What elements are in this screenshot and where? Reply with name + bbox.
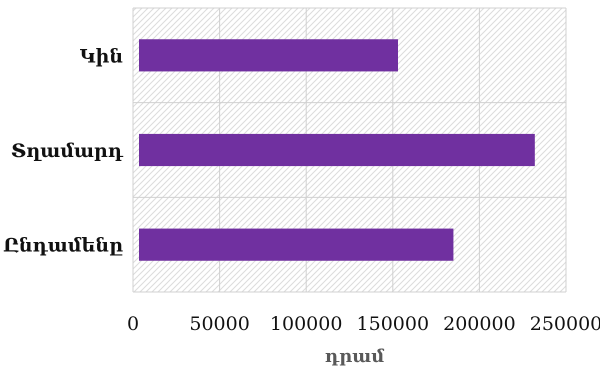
x-tick-label: 100000 <box>270 313 343 335</box>
bar <box>139 228 454 261</box>
category-label: Կին <box>80 45 123 67</box>
x-tick-label: 250000 <box>530 313 600 335</box>
bar <box>139 133 535 167</box>
x-tick-label: 150000 <box>357 313 430 335</box>
category-label: Ընդամենը <box>3 235 123 257</box>
x-tick-labels: 0 50000 100000 150000 200000 250000 <box>127 313 600 335</box>
bars <box>139 39 535 261</box>
x-axis-title: դրամ <box>325 346 384 367</box>
bar <box>139 39 398 72</box>
x-tick-label: 200000 <box>443 313 516 335</box>
category-label: Տղամարդ <box>11 140 124 162</box>
x-tick-label: 0 <box>127 313 139 335</box>
x-tick-label: 50000 <box>189 313 249 335</box>
category-labels: Կին Տղամարդ Ընդամենը <box>3 45 124 256</box>
